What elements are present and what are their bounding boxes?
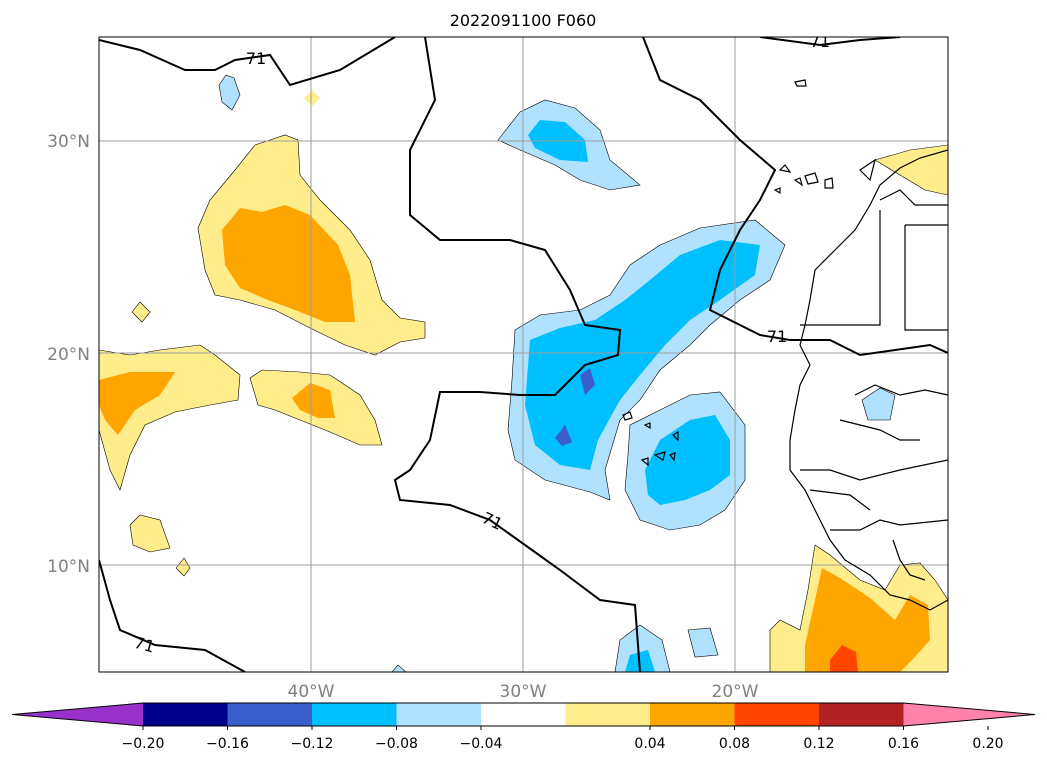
colorbar: −0.20 −0.16 −0.12 −0.08 −0.04 0.04 0.08 0.12 0.1… xyxy=(11,702,1036,752)
colorbar-segment xyxy=(396,703,482,726)
contour-label-71-b: 71 xyxy=(810,32,830,51)
colorbar-segment xyxy=(227,703,313,726)
map-title: 2022091100 F060 xyxy=(450,11,597,30)
colorbar-segment xyxy=(481,703,566,726)
lon-label-30w: 30°W xyxy=(500,682,547,702)
colorbar-extend-high xyxy=(903,703,1035,726)
lon-label-40w: 40°W xyxy=(288,682,335,702)
colorbar-extend-low xyxy=(12,703,143,726)
colorbar-tick-label: −0.12 xyxy=(291,736,334,752)
contour-71 xyxy=(99,37,948,672)
colorbar-tick-label: 0.08 xyxy=(719,736,750,752)
lon-label-20w: 20°W xyxy=(712,682,759,702)
contour-label-71-a: 71 xyxy=(246,49,266,68)
map-frame xyxy=(98,36,949,673)
colorbar-tick-label: 0.20 xyxy=(972,736,1003,752)
colorbar-segment xyxy=(650,703,735,726)
colorbar-tick-label: 0.04 xyxy=(634,736,665,752)
colorbar-segment xyxy=(734,703,820,726)
colorbar-segment xyxy=(565,703,651,726)
colorbar-segment xyxy=(819,703,904,726)
colorbar-tick-label: 0.16 xyxy=(888,736,919,752)
colorbar-tick-label: −0.16 xyxy=(206,736,249,752)
lat-label-30n: 30°N xyxy=(47,132,90,152)
colorbar-tick-label: −0.08 xyxy=(375,736,418,752)
lat-label-10n: 10°N xyxy=(47,557,90,577)
coastlines xyxy=(622,79,948,611)
colorbar-tick-label: −0.04 xyxy=(460,736,503,752)
colorbar-segment xyxy=(312,703,397,726)
contour-label-71-c: 71 xyxy=(767,327,787,346)
colorbar-tick-label: −0.20 xyxy=(122,736,165,752)
plot-area: 71 71 71 71 71 xyxy=(99,32,948,672)
colorbar-tick-label: 0.12 xyxy=(803,736,834,752)
contour-label-71-e: 71 xyxy=(132,633,157,657)
lat-label-20n: 20°N xyxy=(47,345,90,365)
graticule xyxy=(99,37,948,672)
colorbar-segment xyxy=(143,703,228,726)
